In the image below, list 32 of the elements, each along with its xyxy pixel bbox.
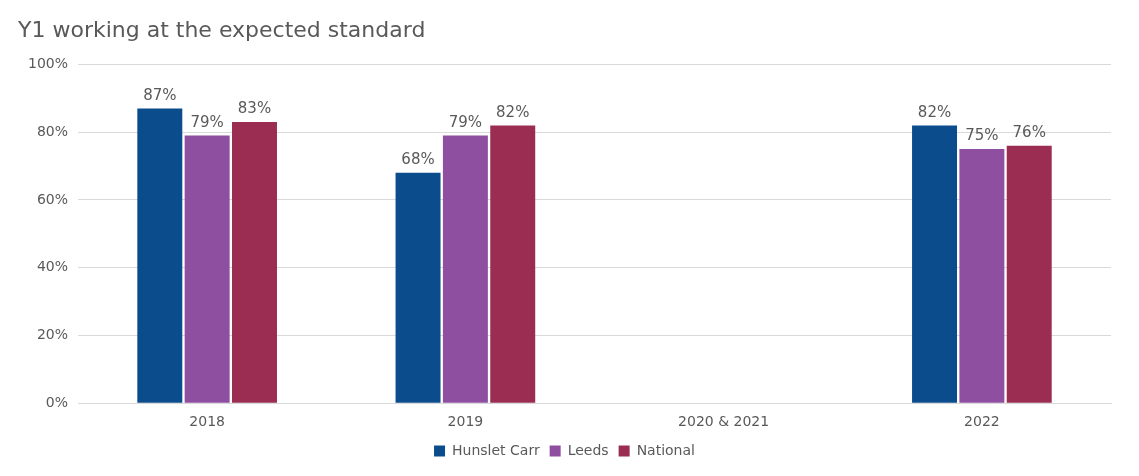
bar [1006,145,1052,403]
bar [959,149,1005,403]
x-tick-label: 2022 [964,413,1000,430]
y-tick-label: 100% [27,55,69,72]
x-tick-label: 2018 [189,413,225,430]
data-label: 83% [237,99,272,118]
x-tick-label: 2020 & 2021 [678,413,770,430]
y-tick-label: 60% [36,190,69,207]
bar [442,135,488,403]
bar [184,135,230,403]
y-tick-label: 40% [36,258,69,275]
data-label: 87% [143,85,177,104]
legend-label: National [636,441,695,458]
legend-label: Leeds [567,441,609,458]
bar [490,125,536,403]
y-tick-label: 0% [45,393,69,410]
bar [912,125,958,403]
data-label: 79% [448,112,483,131]
chart-title: Y1 working at the expected standard [17,16,426,42]
data-label: 79% [190,112,224,131]
data-label: 76% [1012,123,1046,142]
data-label: 82% [496,102,530,121]
bar [232,122,277,403]
legend-label: Hunslet Carr [452,441,540,458]
y-tick-label: 80% [36,122,69,139]
data-label: 82% [917,102,952,121]
data-label: 75% [965,126,999,145]
bar [395,172,441,403]
y-tick-label: 20% [36,326,69,343]
data-label: 68% [401,150,435,169]
bar [137,108,183,403]
x-tick-label: 2019 [447,413,484,430]
